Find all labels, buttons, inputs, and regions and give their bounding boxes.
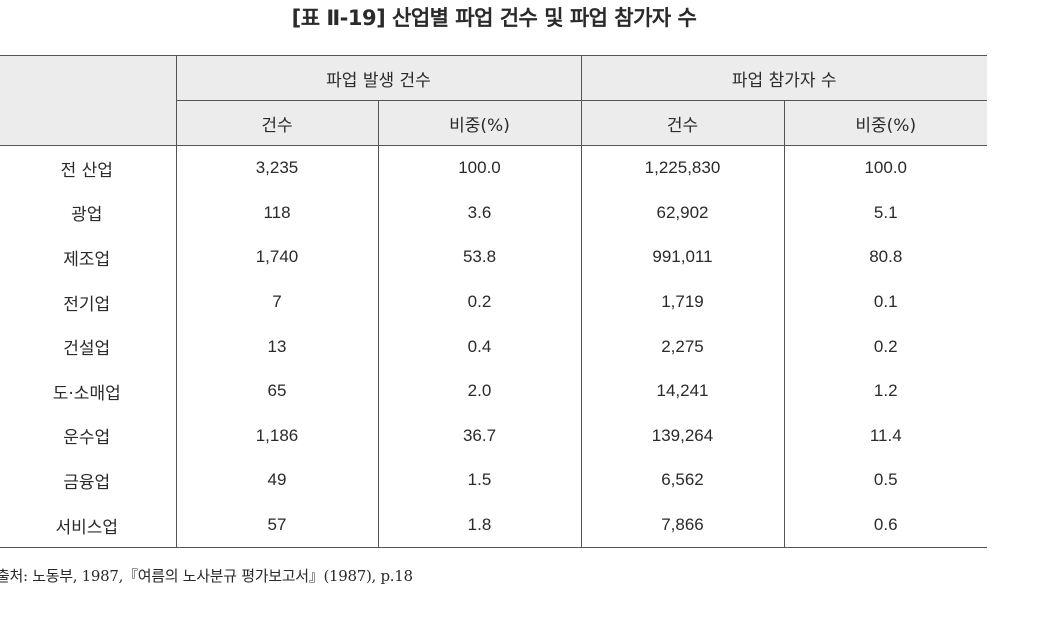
- industry-cell: 서비스업: [0, 502, 176, 549]
- table-row: 운수업 1,186 36.7 139,264 11.4: [0, 413, 987, 459]
- strike-count-cell: 3,235: [175, 145, 378, 191]
- strike-share-cell: 0.4: [377, 324, 581, 369]
- participant-share-cell: 0.6: [783, 502, 987, 549]
- industry-cell: 운수업: [63, 428, 111, 449]
- industry-cell: 전기업: [63, 294, 111, 315]
- industry-cell: 도·소매업: [52, 383, 121, 404]
- strike-count-cell: 49: [175, 458, 378, 503]
- sub-header-strike-share: 비중(%): [377, 100, 581, 146]
- group-header-strike-occurrence: 파업 발생 건수: [175, 55, 581, 101]
- table-row: 전 산업 3,235 100.0 1,225,830 100.0: [0, 145, 987, 191]
- participant-count-cell: 1,719: [580, 279, 784, 325]
- industry-cell: 전 산업: [60, 160, 113, 181]
- table-body: 전 산업 3,235 100.0 1,225,830 100.0 광업 118 3.6 62,9…: [0, 145, 987, 549]
- participant-share-cell: 80.8: [783, 235, 987, 280]
- industry-cell: 제조업: [63, 249, 111, 270]
- participant-count-cell: 7,866: [580, 502, 784, 549]
- industry-cell: 건설업: [63, 339, 111, 360]
- table-row: 광업 118 3.6 62,902 5.1: [0, 190, 987, 236]
- strike-share-cell: 2.0: [377, 368, 581, 414]
- participant-share-cell: 5.1: [783, 190, 987, 236]
- strike-share-cell: 53.8: [377, 235, 581, 280]
- table-title: [표 Ⅱ-19] 산업별 파업 건수 및 파업 참가자 수: [291, 6, 697, 30]
- strike-count-cell: 1,740: [175, 235, 378, 280]
- participant-count-cell: 62,902: [580, 190, 784, 236]
- industry-cell: 광업: [71, 205, 103, 226]
- participant-count-cell: 1,225,830: [580, 145, 784, 191]
- strike-share-cell: 1.5: [377, 458, 581, 503]
- participant-share-cell: 100.0: [783, 145, 987, 191]
- participant-share-cell: 11.4: [783, 413, 987, 459]
- participant-share-cell: 0.2: [783, 324, 987, 369]
- participant-count-cell: 2,275: [580, 324, 784, 369]
- sub-header-participant-share: 비중(%): [783, 100, 987, 146]
- participant-count-cell: 991,011: [580, 235, 784, 280]
- participant-count-cell: 139,264: [580, 413, 784, 459]
- strike-share-cell: 0.2: [377, 279, 581, 325]
- strike-statistics-table: 파업 발생 건수 파업 참가자 수 건수 비중(%) 건수 비중(%) 전 산업…: [0, 55, 987, 549]
- strike-count-cell: 57: [175, 502, 378, 549]
- group-header-row: 파업 발생 건수 파업 참가자 수: [0, 55, 987, 146]
- table-row: 건설업 13 0.4 2,275 0.2: [0, 324, 987, 369]
- strike-count-cell: 65: [175, 368, 378, 414]
- strike-count-cell: 1,186: [175, 413, 378, 459]
- strike-share-cell: 1.8: [377, 502, 581, 549]
- strike-count-cell: 7: [175, 279, 378, 325]
- sub-header-participant-count: 건수: [580, 100, 784, 146]
- source-note: 출처: 노동부, 1987,『여름의 노사분규 평가보고서』(1987), p.…: [0, 567, 413, 585]
- table-row: 도·소매업 65 2.0 14,241 1.2: [0, 368, 987, 414]
- strike-share-cell: 3.6: [377, 190, 581, 236]
- strike-share-cell: 36.7: [377, 413, 581, 459]
- table-row: 금융업 49 1.5 6,562 0.5: [0, 458, 987, 503]
- table-row: 제조업 1,740 53.8 991,011 80.8: [0, 235, 987, 280]
- participant-share-cell: 1.2: [783, 368, 987, 414]
- strike-count-cell: 118: [175, 190, 378, 236]
- participant-count-cell: 6,562: [580, 458, 784, 503]
- strike-share-cell: 100.0: [377, 145, 581, 191]
- strike-count-cell: 13: [175, 324, 378, 369]
- sub-header-row: 건수 비중(%) 건수 비중(%): [0, 100, 987, 146]
- sub-header-strike-count: 건수: [175, 100, 378, 146]
- table-row: 전기업 7 0.2 1,719 0.1: [0, 279, 987, 325]
- participant-count-cell: 14,241: [580, 368, 784, 414]
- industry-cell: 금융업: [63, 472, 111, 493]
- group-header-strike-participants: 파업 참가자 수: [580, 55, 987, 101]
- participant-share-cell: 0.5: [783, 458, 987, 503]
- participant-share-cell: 0.1: [783, 279, 987, 325]
- table-row: 서비스업 57 1.8 7,866 0.6: [0, 502, 987, 549]
- corner-header-cell: [0, 55, 176, 146]
